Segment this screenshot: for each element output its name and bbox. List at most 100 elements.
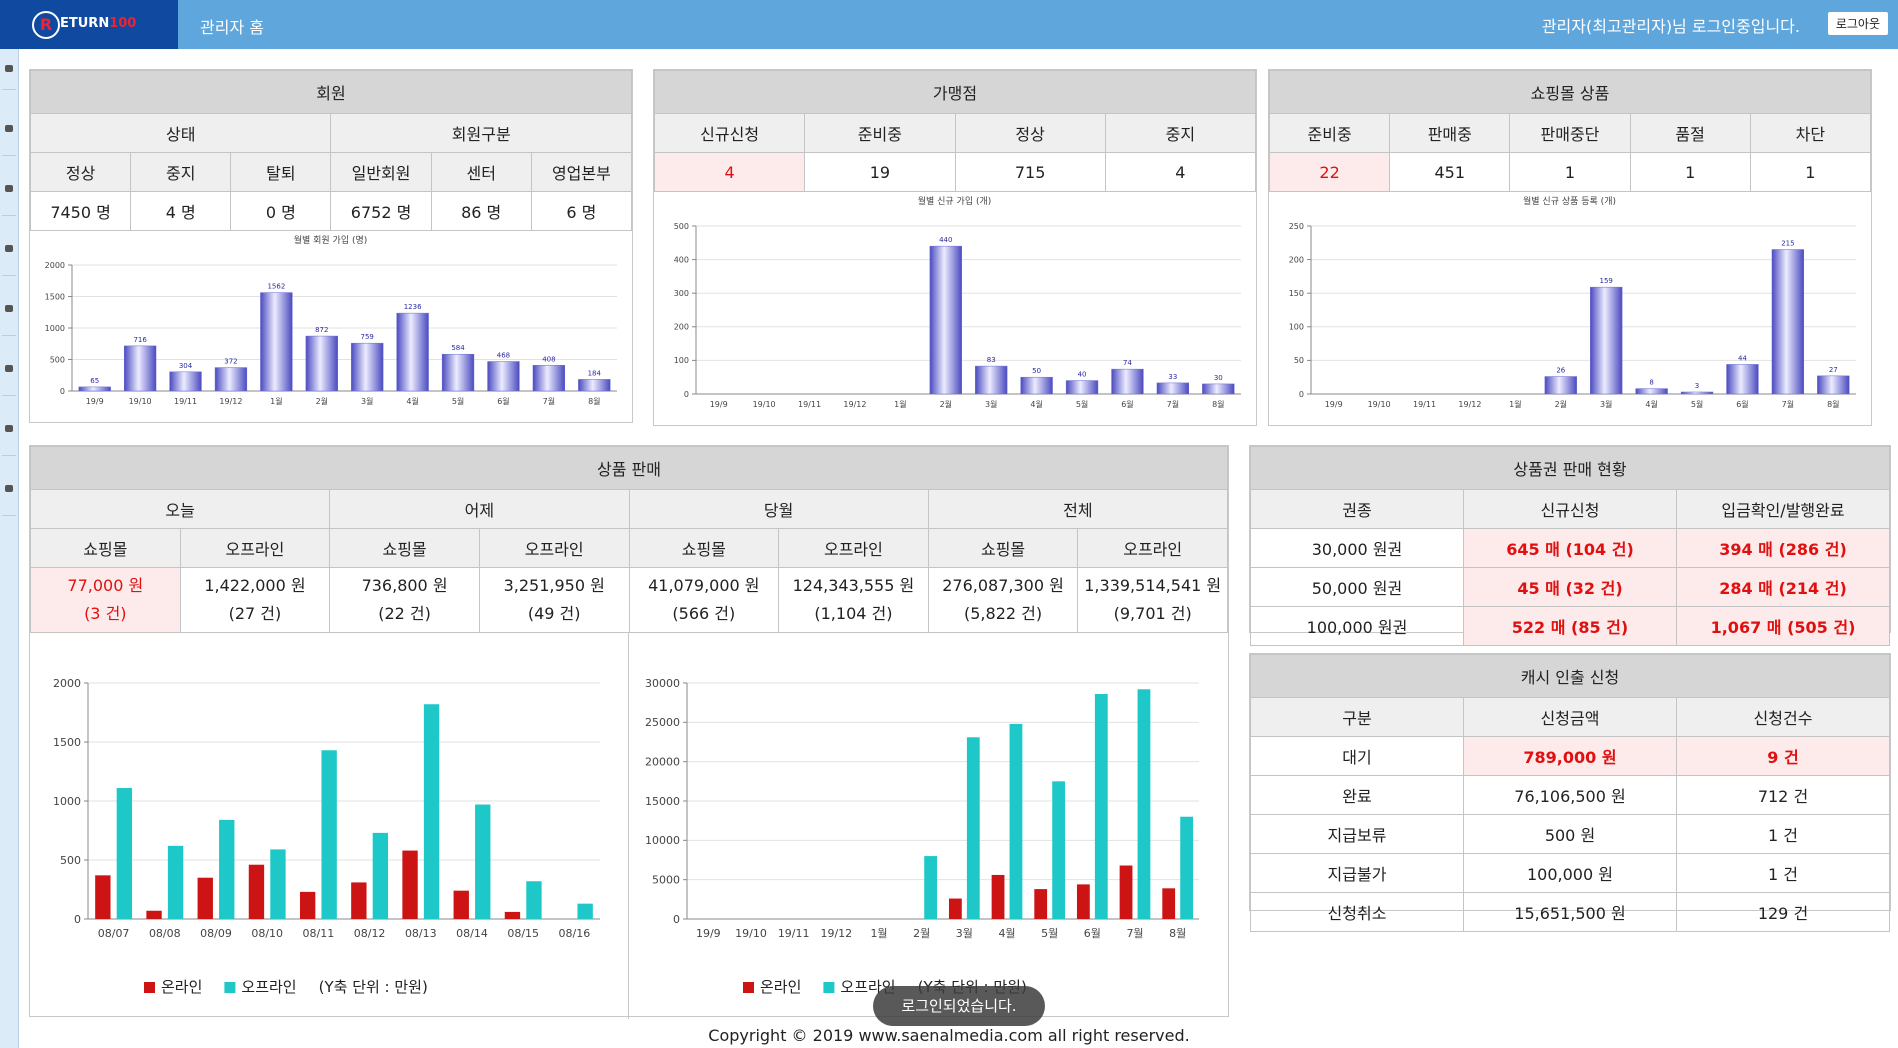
header-cell: 정상 (29, 152, 132, 192)
cart-icon[interactable] (5, 305, 13, 312)
table-cell: 394 매 (286 건) (1676, 528, 1890, 568)
table-cell: 1 (1629, 152, 1751, 192)
data-label: 44 (1738, 354, 1747, 362)
cell-line: 3,251,950 원 (503, 576, 605, 595)
logo-word: ETURN (60, 16, 110, 31)
header-cell: 쇼핑몰 (927, 528, 1079, 568)
y-tick-label: 1500 (45, 292, 65, 301)
x-tick-label: 19/9 (86, 397, 104, 406)
store-icon[interactable] (5, 185, 13, 192)
header-cell: 차단 (1749, 113, 1872, 153)
table-cell: 645 매 (104 건) (1463, 528, 1677, 568)
x-tick-label: 08/08 (149, 927, 181, 940)
legend-label: 온라인 (760, 978, 801, 996)
table-cell: 0 명 (230, 191, 332, 231)
ticket-icon[interactable] (5, 425, 13, 432)
header-cell: 중지 (130, 152, 232, 192)
header-cell: 쇼핑몰 (329, 528, 480, 568)
bar (321, 750, 337, 919)
table-row: 회원 (30, 70, 632, 114)
x-tick-label: 2월 (316, 396, 328, 406)
x-tick-label: 19/12 (1458, 400, 1481, 409)
x-tick-label: 7월 (1126, 927, 1143, 940)
bar (123, 345, 157, 392)
franchise-panel: 가맹점 신규신청 준비중 정상 중지 4 19 715 4 월별 신규 가입 (개) 0 100 20… (653, 69, 1257, 426)
header-cell: 준비중 (804, 113, 956, 153)
header-cell: 쇼핑몰 (30, 528, 181, 568)
separator (2, 155, 16, 156)
x-tick-label: 6월 (1736, 399, 1748, 409)
table-row: 오늘 어제 당월 전체 (29, 489, 1229, 529)
x-tick-label: 19/12 (820, 927, 852, 940)
settings-icon[interactable] (5, 485, 13, 492)
bar (1034, 889, 1048, 919)
y-tick-label: 200 (1289, 255, 1304, 264)
logo[interactable]: R ETURN100 (0, 0, 178, 49)
x-tick-label: 19/10 (1368, 400, 1391, 409)
bar (924, 856, 938, 919)
table-row: 쇼핑몰 상품 (1269, 70, 1871, 114)
bar (351, 342, 384, 392)
table-cell: 6752 명 (330, 191, 432, 231)
table-row: 상품 판매 (30, 446, 1228, 490)
y-tick-label: 250 (1289, 222, 1304, 231)
cell-line: 1,339,514,541 원 (1084, 576, 1222, 595)
table-row: 정상 중지 탈퇴 일반회원 센터 영업본부 (29, 152, 633, 192)
table-cell: 100,000 원 (1463, 853, 1677, 893)
header-cell: 신청건수 (1676, 697, 1890, 737)
legend-swatch (224, 982, 236, 993)
x-tick-label: 6월 (1084, 927, 1101, 940)
bar (1065, 380, 1099, 395)
bar (1111, 368, 1144, 395)
data-table: 상품 판매 오늘 어제 당월 전체 쇼핑몰 오프라인 쇼핑몰 오프라인 쇼핑몰 오프라인 쇼핑몰 오프라… (29, 446, 1229, 633)
data-label: 1562 (267, 283, 285, 291)
header-cell: 상품권 판매 현황 (1250, 446, 1890, 490)
coin-icon[interactable] (5, 365, 13, 372)
cell-line: 1,422,000 원 (204, 576, 306, 595)
header-cell: 전체 (927, 489, 1229, 529)
table-cell: 451 (1389, 152, 1511, 192)
bar (260, 292, 293, 392)
x-tick-label: 7월 (543, 396, 555, 406)
header-cell: 오프라인 (478, 528, 630, 568)
daily-sales-chart: 0 500 1000 1500 2000 08/07 08/08 08/09 08/10 08/1… (53, 633, 629, 1019)
cell-line: (27 건) (228, 604, 282, 623)
table-cell: 19 (804, 152, 956, 192)
data-label: 8 (1649, 379, 1653, 387)
sales-charts: 0 500 1000 1500 2000 08/07 08/08 08/09 08/10 08/1… (30, 633, 1228, 1019)
table-cell: 1 (1509, 152, 1631, 192)
menu-icon[interactable] (5, 65, 13, 72)
logout-button[interactable]: 로그아웃 (1827, 12, 1888, 35)
member-icon[interactable] (5, 125, 13, 132)
header-cell: 신규신청 (1463, 489, 1677, 529)
table-cell: 9 건 (1676, 736, 1890, 776)
x-tick-label: 1월 (894, 399, 906, 409)
y-tick-label: 20000 (645, 756, 680, 769)
y-tick-label: 30000 (645, 677, 680, 690)
group-icon[interactable] (5, 245, 13, 252)
table-cell: 789,000 원 (1463, 736, 1677, 776)
y-tick-label: 1500 (53, 736, 81, 749)
y-tick-label: 0 (673, 913, 680, 926)
separator (2, 455, 16, 456)
y-tick-label: 15000 (645, 795, 680, 808)
bar (1052, 781, 1066, 919)
page-title: 관리자 홈 (200, 18, 264, 37)
x-tick-label: 19/10 (129, 397, 152, 406)
header-cell: 구분 (1250, 697, 1464, 737)
separator (2, 395, 16, 396)
data-label: 215 (1781, 240, 1794, 248)
bar (1680, 391, 1714, 395)
header-cell: 오늘 (29, 489, 331, 529)
x-tick-label: 8월 (588, 396, 600, 406)
bar (1162, 888, 1176, 919)
separator (2, 335, 16, 336)
header-cell: 센터 (430, 152, 532, 192)
data-label: 440 (939, 236, 952, 244)
header-cell: 상태 (29, 113, 332, 153)
data-label: 1236 (404, 303, 422, 311)
header-cell: 정상 (954, 113, 1106, 153)
y-tick-label: 0 (1299, 390, 1304, 399)
